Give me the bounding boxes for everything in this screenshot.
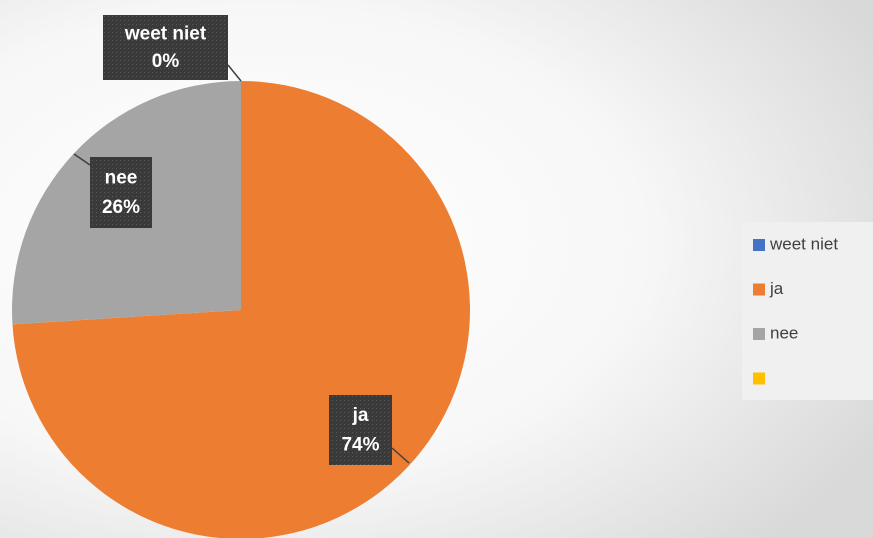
label-category: nee [105,167,138,188]
label-category: weet niet [124,24,207,45]
leader-line [227,64,242,82]
legend: weet niet ja nee [753,234,838,385]
legend-swatch [753,239,765,251]
label-box [90,157,152,228]
label-value: 26% [102,197,140,218]
legend-box [742,222,873,400]
legend-label: nee [770,323,798,342]
label-category: ja [352,405,369,426]
label-value: 74% [341,434,379,455]
leader-lines [73,64,410,464]
leader-line [391,447,410,464]
data-labels: weet niet 0% ja 74% nee 26% [90,15,392,465]
legend-swatch [753,283,765,296]
pie [11,81,470,538]
label-box [329,395,392,465]
legend-swatch [753,372,765,385]
label-box [103,15,228,80]
leader-line [73,153,91,166]
legend-swatch [753,328,765,340]
legend-label: ja [769,279,784,298]
legend-label: weet niet [769,234,838,253]
label-value: 0% [152,51,180,72]
